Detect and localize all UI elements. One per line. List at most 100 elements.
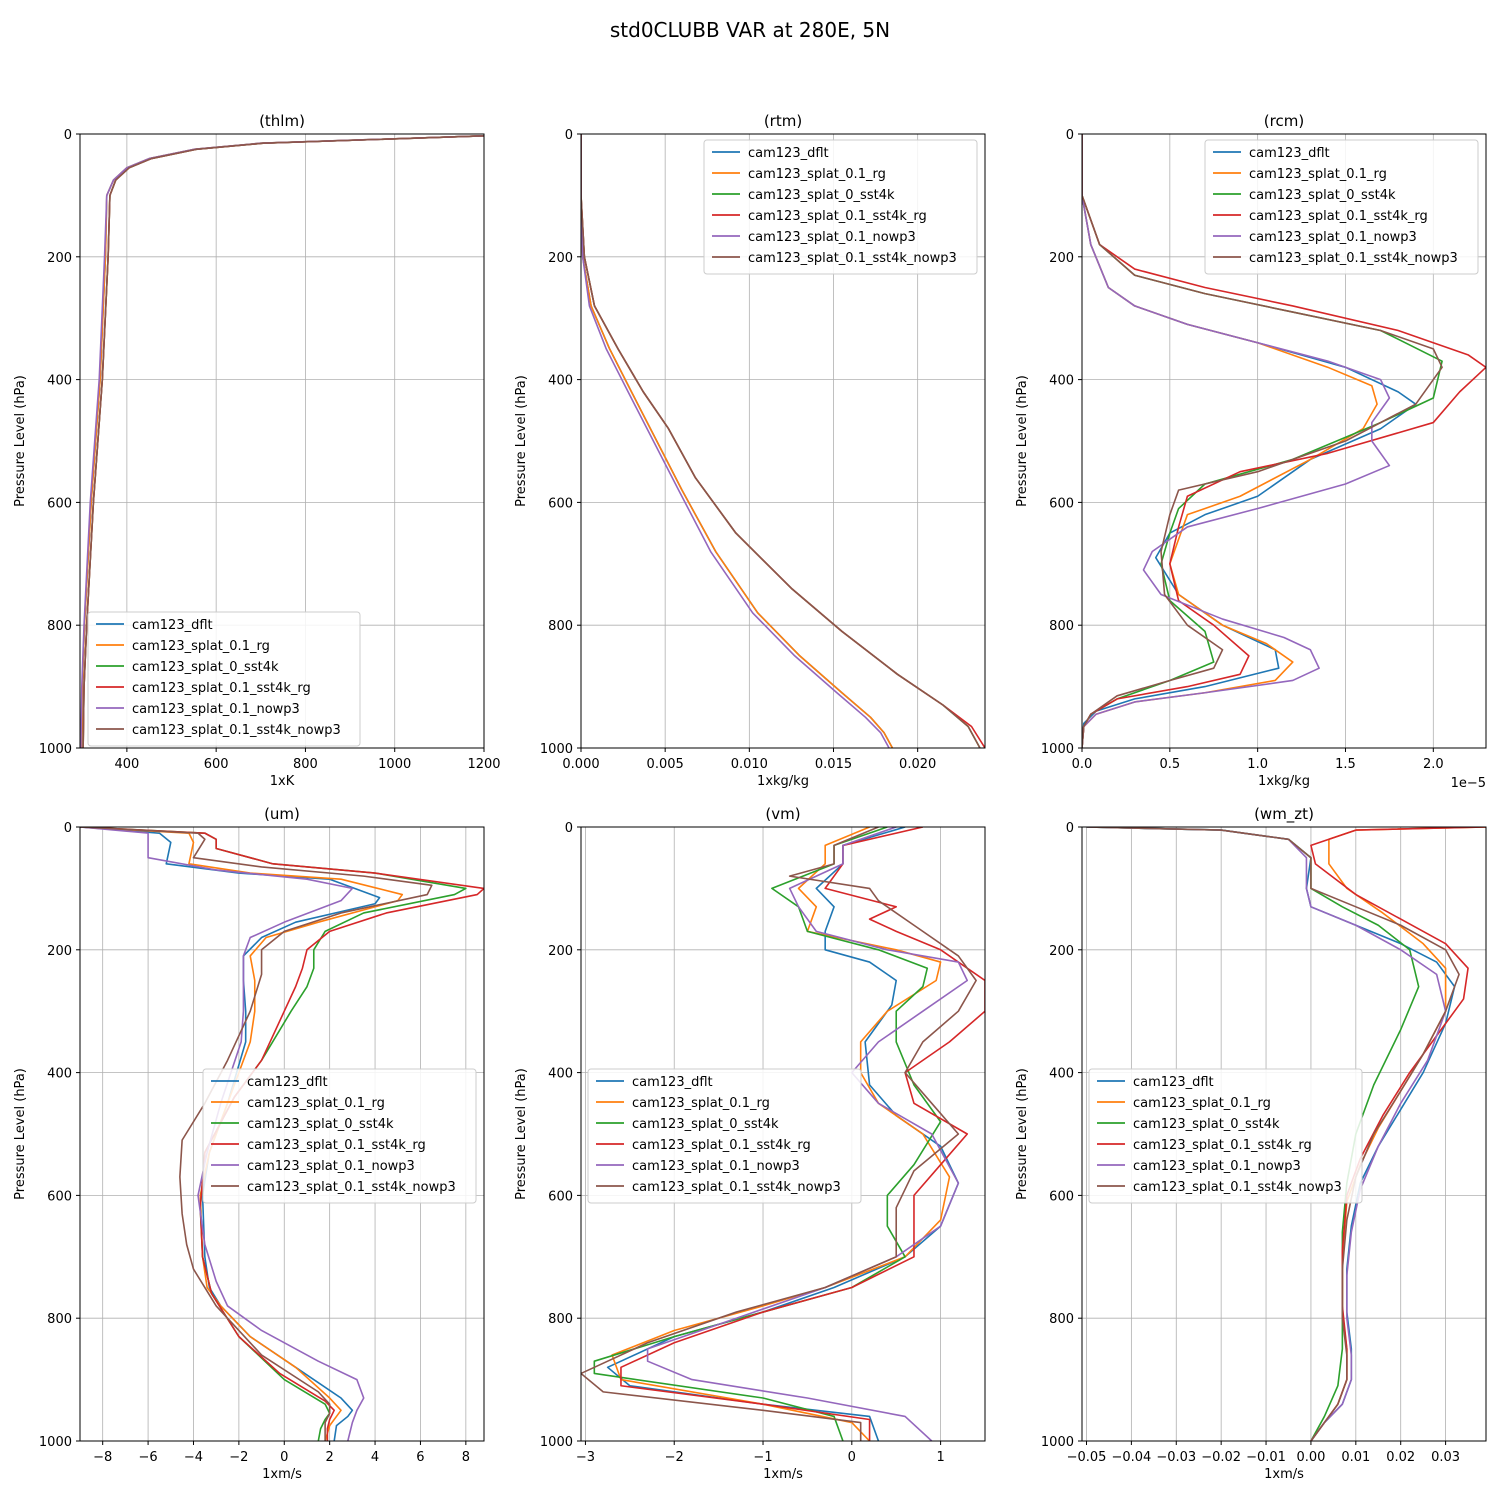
series-line-cam123_splat_0.1_sst4k_nowp3: [1086, 827, 1460, 1441]
legend-label: cam123_splat_0.1_nowp3: [1133, 1159, 1301, 1174]
legend-label: cam123_splat_0_sst4k: [132, 660, 279, 675]
y-tick-label: 600: [47, 496, 72, 511]
series-line-cam123_splat_0.1_rg: [80, 827, 404, 1441]
legend-label: cam123_splat_0.1_sst4k_rg: [632, 1138, 811, 1153]
x-axis-label: 1xm/s: [262, 1467, 302, 1482]
legend-label: cam123_splat_0.1_sst4k_rg: [1133, 1138, 1312, 1153]
figure-title: std0CLUBB VAR at 280E, 5N: [610, 18, 890, 42]
y-tick-label: 200: [548, 944, 573, 959]
x-tick-label: 0.00: [1296, 1450, 1325, 1465]
y-tick-label: 1000: [1041, 742, 1074, 757]
y-tick-label: 800: [1049, 1312, 1074, 1327]
x-tick-label: 0.0: [1072, 757, 1093, 772]
legend-label: cam123_splat_0.1_sst4k_rg: [132, 681, 311, 696]
y-tick-label: 800: [47, 1312, 72, 1327]
series-line-cam123_splat_0.1_sst4k_nowp3: [581, 827, 977, 1441]
legend-box: [87, 611, 361, 747]
legend-label: cam123_splat_0_sst4k: [1249, 188, 1396, 203]
x-tick-label: 0.01: [1341, 1450, 1370, 1465]
x-tick-label: 4: [371, 1450, 379, 1465]
y-tick-label: 600: [548, 1189, 573, 1204]
legend-label: cam123_splat_0.1_sst4k_rg: [247, 1138, 426, 1153]
x-axis-label: 1xkg/kg: [1258, 774, 1310, 789]
axes-frame: [580, 826, 986, 1442]
y-tick-label: 200: [1049, 944, 1074, 959]
series-line-cam123_splat_0.1_nowp3: [581, 134, 890, 748]
x-tick-label: −4: [184, 1450, 203, 1465]
legend-label: cam123_splat_0.1_rg: [247, 1096, 385, 1111]
y-tick-label: 1000: [39, 1435, 72, 1450]
legend-label: cam123_splat_0.1_sst4k_nowp3: [247, 1180, 456, 1195]
y-tick-label: 1000: [540, 742, 573, 757]
series-line-cam123_splat_0.1_nowp3: [80, 827, 365, 1441]
legend-label: cam123_splat_0.1_rg: [1133, 1096, 1271, 1111]
legend-label: cam123_splat_0.1_sst4k_nowp3: [632, 1180, 841, 1195]
y-tick-label: 800: [1049, 619, 1074, 634]
x-tick-label: −8: [93, 1450, 112, 1465]
y-tick-label: 400: [47, 374, 72, 389]
x-tick-label: −3: [576, 1450, 595, 1465]
y-tick-label: 400: [548, 1067, 573, 1082]
subplot-title: (wm_zt): [1254, 805, 1314, 824]
x-axis-label: 1xm/s: [1264, 1467, 1304, 1482]
axes-frame: [79, 133, 485, 749]
legend-label: cam123_splat_0_sst4k: [748, 188, 895, 203]
series-line-cam123_splat_0.1_nowp3: [1086, 827, 1447, 1441]
y-tick-label: 0: [565, 821, 573, 836]
y-axis-label: Pressure Level (hPa): [13, 1068, 28, 1200]
x-tick-label: 800: [293, 757, 318, 772]
x-tick-label: −0.04: [1111, 1450, 1151, 1465]
legend-box: [1088, 1068, 1363, 1204]
legend-label: cam123_dflt: [748, 146, 829, 161]
x-tick-label: −2: [665, 1450, 684, 1465]
x-tick-label: 0.005: [647, 757, 684, 772]
x-tick-label: −1: [753, 1450, 772, 1465]
x-tick-label: 0.03: [1431, 1450, 1460, 1465]
legend-label: cam123_splat_0_sst4k: [247, 1117, 394, 1132]
x-axis-label: 1xK: [270, 774, 295, 789]
legend-label: cam123_splat_0.1_sst4k_rg: [748, 209, 927, 224]
x-tick-label: −2: [229, 1450, 248, 1465]
legend-label: cam123_splat_0.1_nowp3: [1249, 230, 1417, 245]
x-offset-label: 1e−5: [1451, 776, 1486, 791]
series-line-cam123_splat_0.1_sst4k_rg: [1082, 134, 1486, 748]
axes-frame: [580, 133, 986, 749]
series-line-cam123_splat_0.1_sst4k_nowp3: [581, 134, 981, 748]
y-tick-label: 0: [565, 128, 573, 143]
series-line-cam123_splat_0.1_sst4k_rg: [620, 827, 985, 1441]
legend-label: cam123_dflt: [632, 1075, 713, 1090]
legend-label: cam123_splat_0.1_nowp3: [132, 702, 300, 717]
legend-label: cam123_splat_0_sst4k: [632, 1117, 779, 1132]
y-tick-label: 200: [548, 251, 573, 266]
x-tick-label: 0.015: [815, 757, 852, 772]
subplot-title: (rcm): [1264, 112, 1304, 130]
legend-label: cam123_dflt: [1133, 1075, 1214, 1090]
x-tick-label: 400: [114, 757, 139, 772]
legend-label: cam123_splat_0.1_sst4k_nowp3: [748, 251, 957, 266]
axes-frame: [1081, 133, 1487, 749]
y-tick-label: 600: [548, 496, 573, 511]
legend-label: cam123_splat_0.1_rg: [748, 167, 886, 182]
series-line-cam123_splat_0.1_sst4k_nowp3: [1082, 134, 1443, 748]
x-tick-label: −6: [139, 1450, 158, 1465]
subplot-title: (um): [264, 805, 300, 823]
axes-frame: [79, 826, 485, 1442]
subplot-5: −3 −2 −1 0 1 0 200 400 600 800 1000 (vm) 1xm/s Pressu…: [514, 805, 986, 1482]
legend-label: cam123_dflt: [247, 1075, 328, 1090]
x-tick-label: −0.01: [1246, 1450, 1286, 1465]
subplot-6: −0.05 −0.04 −0.03 −0.02 −0.01 0.00 0.01 0.02 0.0…: [1015, 805, 1487, 1482]
series-line-cam123_splat_0.1_sst4k_nowp3: [82, 135, 484, 748]
legend-box: [202, 1068, 477, 1204]
x-tick-label: −0.05: [1067, 1450, 1107, 1465]
legend-label: cam123_splat_0.1_sst4k_rg: [1249, 209, 1428, 224]
x-axis-label: 1xkg/kg: [757, 774, 809, 789]
y-tick-label: 1000: [540, 1435, 573, 1450]
subplot-2: 0.000 0.005 0.010 0.015 0.020 0 200 400 600 800 10…: [514, 112, 986, 789]
y-tick-label: 800: [548, 619, 573, 634]
subplot-1: 400 600 800 1000 1200 0 200 400 600 800 1000 (thlm)…: [13, 112, 501, 789]
x-tick-label: 600: [204, 757, 229, 772]
legend-label: cam123_splat_0.1_sst4k_nowp3: [1133, 1180, 1342, 1195]
series-line-cam123_splat_0.1_sst4k_rg: [80, 827, 484, 1441]
y-tick-label: 400: [47, 1067, 72, 1082]
